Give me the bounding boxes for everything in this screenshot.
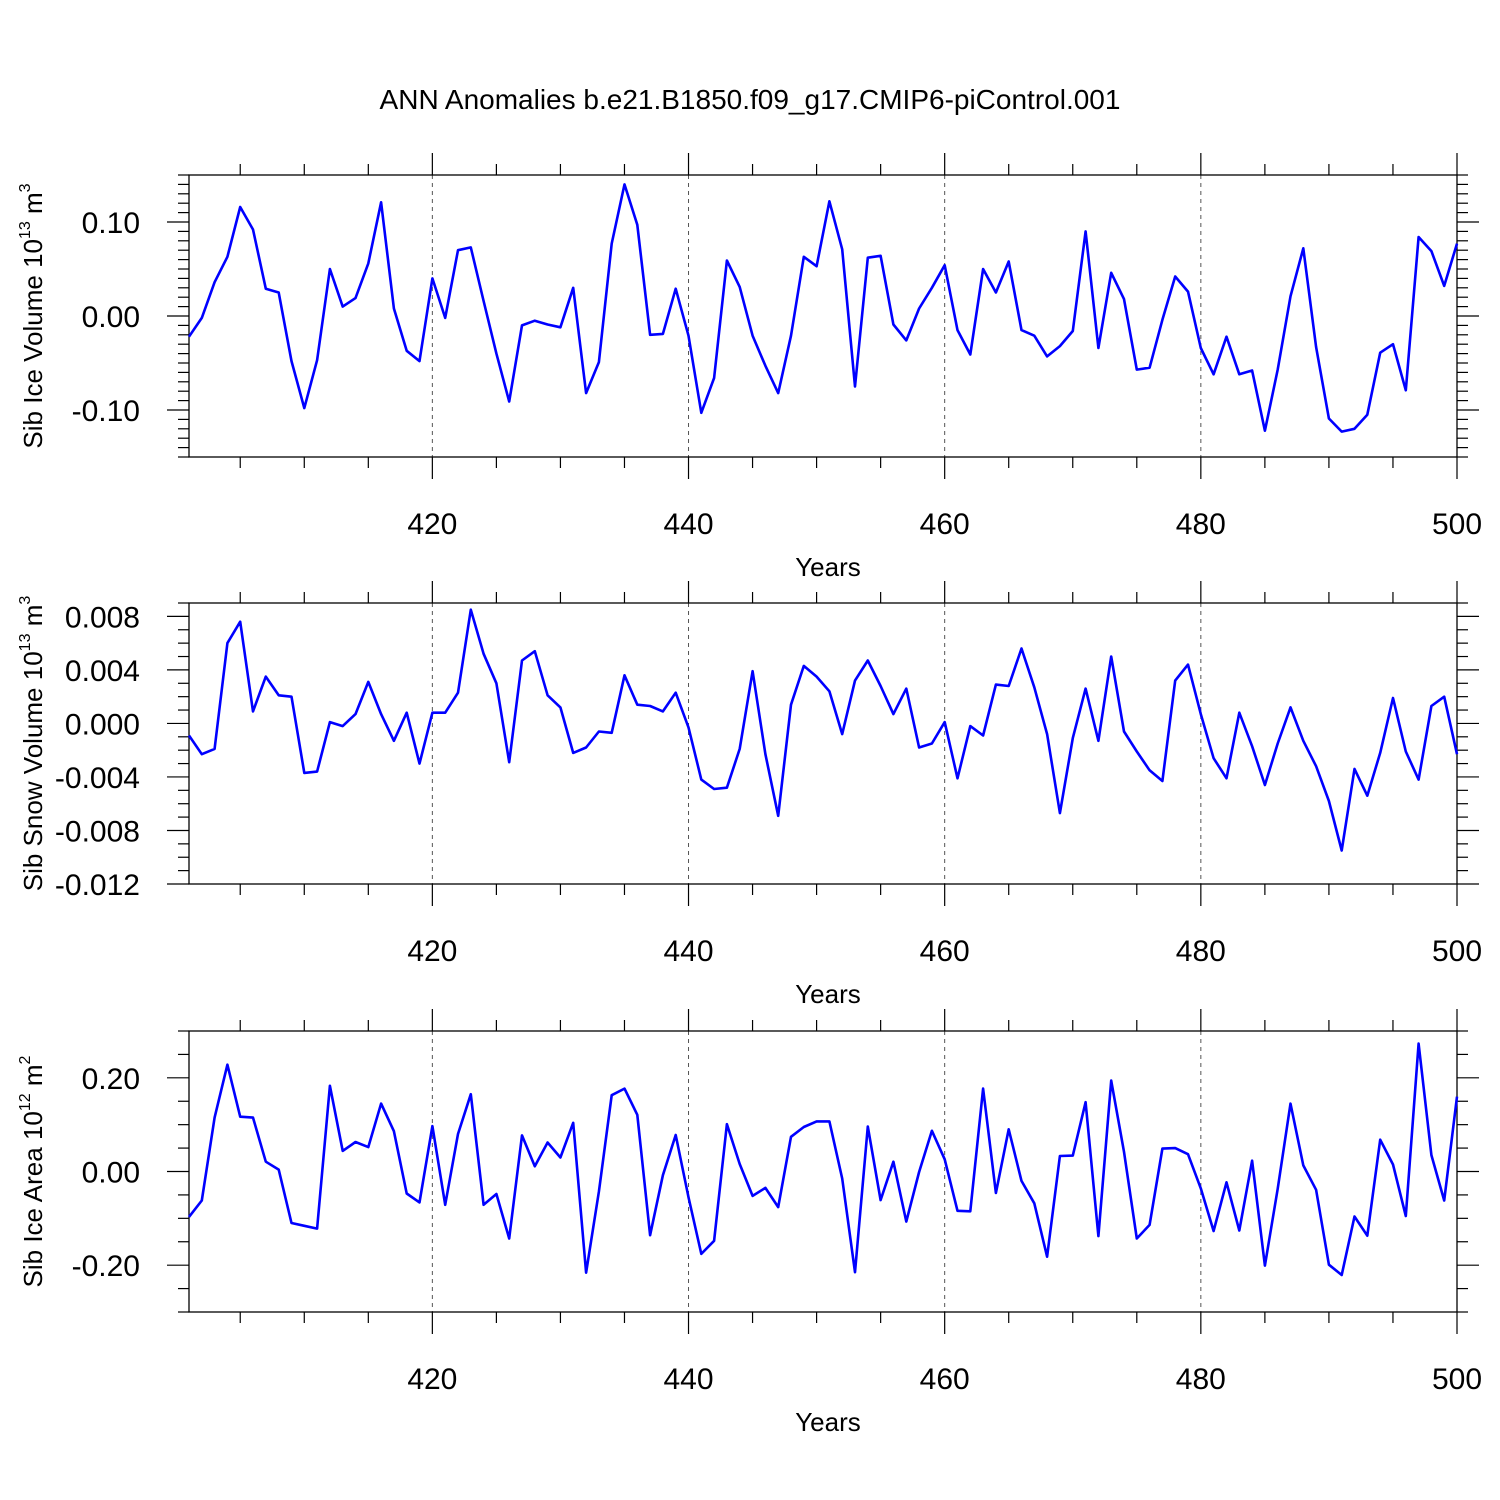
x-tick-label: 500: [1432, 935, 1482, 968]
y-tick-label: 0.00: [82, 301, 140, 334]
x-axis-title: Years: [795, 552, 861, 582]
x-axis-title: Years: [795, 979, 861, 1009]
y-tick-label: 0.008: [65, 601, 140, 634]
x-tick-label: 460: [920, 1363, 970, 1396]
y-tick-label: -0.004: [55, 762, 140, 795]
x-tick-label: 420: [407, 508, 457, 541]
x-tick-label: 480: [1176, 1363, 1226, 1396]
x-tick-label: 440: [663, 935, 713, 968]
y-tick-label: -0.012: [55, 869, 140, 902]
y-tick-label: 0.00: [82, 1157, 140, 1190]
y-tick-label: -0.10: [72, 395, 140, 428]
x-tick-label: 420: [407, 1363, 457, 1396]
x-axis-title: Years: [795, 1407, 861, 1437]
plot-frame: [188, 1030, 1458, 1313]
y-axis-title: Sib Snow Volume 1013 m3: [17, 596, 48, 892]
chart-panel-3: 0.20 0.00 -0.20 420 440 460 480 500 Years Sib Ice…: [17, 1009, 1482, 1437]
x-tick-label: 500: [1432, 1363, 1482, 1396]
series-line: [187, 608, 1459, 852]
series-line: [187, 183, 1459, 433]
x-tick-label: 480: [1176, 935, 1226, 968]
y-tick-label: 0.000: [65, 708, 140, 741]
x-tick-label: 440: [663, 1363, 713, 1396]
y-axis-title: Sib Ice Area 1012 m2: [17, 1055, 48, 1287]
x-tick-label: 420: [407, 935, 457, 968]
x-tick-label: 460: [920, 508, 970, 541]
series-line: [187, 1042, 1459, 1277]
x-tick-label: 460: [920, 935, 970, 968]
y-tick-label: -0.008: [55, 815, 140, 848]
x-tick-label: 440: [663, 508, 713, 541]
chart-title: ANN Anomalies b.e21.B1850.f09_g17.CMIP6-…: [379, 84, 1121, 115]
x-tick-label: 500: [1432, 508, 1482, 541]
y-tick-label: 0.20: [82, 1063, 140, 1096]
chart-panel-1: 0.10 0.00 -0.10 420 440 460 480 500 Years Sib Ice…: [17, 153, 1482, 582]
y-tick-label: 0.004: [65, 655, 140, 688]
y-axis-title: Sib Ice Volume 1013 m3: [17, 183, 48, 448]
y-tick-label: 0.10: [82, 207, 140, 240]
y-tick-label: -0.20: [72, 1250, 140, 1283]
x-tick-label: 480: [1176, 508, 1226, 541]
chart-panel-2: 0.008 0.004 0.000 -0.004 -0.008 -0.012 420 440 4…: [17, 581, 1482, 1009]
plot-frame: [188, 602, 1458, 885]
